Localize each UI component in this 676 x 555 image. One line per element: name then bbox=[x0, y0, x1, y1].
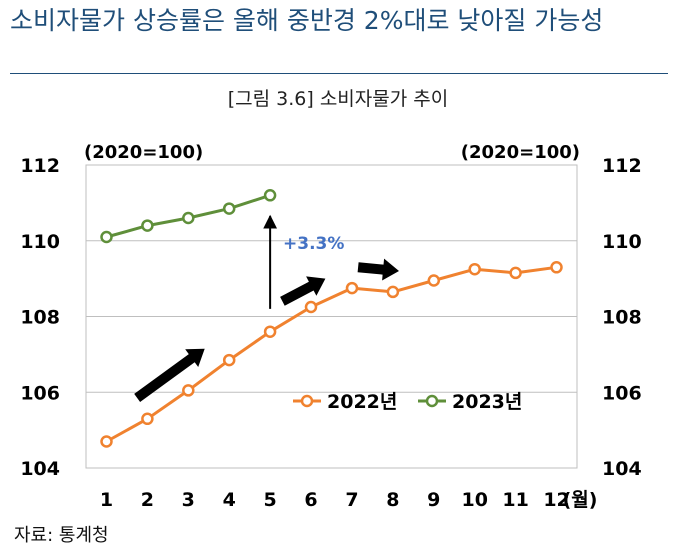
x-tick-label: 5 bbox=[264, 489, 277, 511]
data-point bbox=[263, 325, 277, 338]
legend: 2022년 2023년 bbox=[293, 391, 522, 413]
x-tick-label: 7 bbox=[345, 489, 358, 511]
x-tick-label: 2 bbox=[141, 489, 154, 511]
x-tick-label: 6 bbox=[304, 489, 317, 511]
data-point bbox=[141, 219, 154, 232]
data-point bbox=[550, 261, 563, 274]
y-unit-left: (2020=100) bbox=[84, 142, 203, 163]
x-tick-label: 8 bbox=[386, 489, 399, 511]
data-point bbox=[345, 281, 359, 295]
data-point bbox=[182, 211, 195, 225]
data-point bbox=[304, 300, 318, 314]
headline-divider bbox=[10, 73, 668, 74]
y-tick-label-right: 110 bbox=[602, 231, 642, 253]
data-point bbox=[509, 266, 522, 280]
data-point bbox=[100, 230, 113, 244]
data-point bbox=[468, 262, 481, 276]
x-unit-label: (월) bbox=[563, 489, 598, 511]
legend-label-2023: 2023년 bbox=[452, 391, 522, 413]
trend-arrow bbox=[357, 258, 399, 281]
series-layer bbox=[100, 189, 563, 448]
legend-marker-2022 bbox=[300, 394, 314, 408]
data-point bbox=[141, 412, 154, 426]
x-tick-label: 10 bbox=[461, 489, 487, 511]
y-tick-label-left: 112 bbox=[20, 155, 60, 177]
headline: 소비자물가 상승률은 올해 중반경 2%대로 낮아질 가능성 bbox=[10, 6, 604, 35]
y-tick-label-left: 108 bbox=[20, 307, 60, 329]
x-tick-label: 4 bbox=[223, 489, 236, 511]
legend-label-2022: 2022년 bbox=[327, 391, 397, 413]
figure-title: [그림 3.6] 소비자물가 추이 bbox=[227, 88, 449, 110]
increase-annotation: +3.3% bbox=[283, 234, 344, 254]
series-line-2022 bbox=[105, 265, 557, 443]
data-point bbox=[386, 285, 400, 299]
data-point bbox=[100, 435, 113, 448]
y-tick-label-left: 106 bbox=[20, 382, 60, 404]
data-point bbox=[182, 384, 195, 397]
trend-arrows bbox=[134, 214, 399, 402]
plot-area-frame bbox=[85, 164, 578, 469]
y-tick-label-right: 106 bbox=[602, 382, 642, 404]
x-tick-label: 1 bbox=[100, 489, 113, 511]
x-tick-label: 9 bbox=[427, 489, 440, 511]
y-tick-label-left: 104 bbox=[20, 458, 60, 480]
x-tick-label: 3 bbox=[182, 489, 195, 511]
legend-marker-2023 bbox=[425, 394, 439, 408]
trend-arrow bbox=[134, 348, 205, 402]
data-point bbox=[222, 353, 236, 367]
y-unit-right: (2020=100) bbox=[461, 142, 580, 163]
source-note: 자료: 통계청 bbox=[14, 525, 109, 546]
data-point bbox=[263, 189, 277, 202]
x-tick-label: 11 bbox=[502, 489, 528, 511]
y-tick-label-right: 104 bbox=[602, 458, 642, 480]
gridlines bbox=[86, 240, 577, 393]
y-tick-label-left: 110 bbox=[20, 231, 60, 253]
y-tick-label-right: 108 bbox=[602, 307, 642, 329]
trend-arrow bbox=[280, 276, 326, 306]
data-point bbox=[427, 274, 441, 287]
data-point bbox=[222, 202, 236, 215]
y-tick-label-right: 112 bbox=[602, 155, 642, 177]
x-tick-label: 12 bbox=[543, 489, 569, 511]
